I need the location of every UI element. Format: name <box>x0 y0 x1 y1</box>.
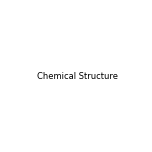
Text: Chemical Structure: Chemical Structure <box>37 72 118 81</box>
